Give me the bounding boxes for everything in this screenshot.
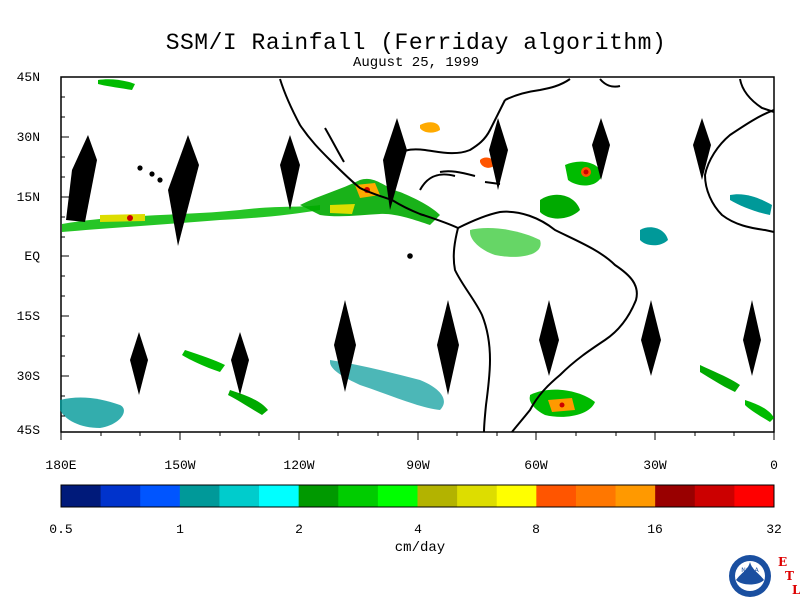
colorbar-unit-label: cm/day xyxy=(394,540,446,556)
map-frame xyxy=(60,76,775,433)
colorbar-swatch xyxy=(575,485,617,507)
colorbar-tick-label: 32 xyxy=(766,522,782,537)
lon-label: 60W xyxy=(524,458,548,473)
map-subtitle: August 25, 1999 xyxy=(352,55,480,71)
colorbar-tick-label: 8 xyxy=(532,522,540,537)
colorbar-tick-label: 16 xyxy=(647,522,663,537)
lat-label: 30N xyxy=(16,130,40,145)
lat-label: 45S xyxy=(16,423,40,438)
colorbar-swatch xyxy=(615,485,656,507)
lat-label: 45N xyxy=(16,70,40,85)
colorbar-swatch xyxy=(536,485,577,507)
noaa-logo-text: NOAA xyxy=(741,567,759,574)
etl-letter-t: T xyxy=(785,569,794,583)
lon-label: 120W xyxy=(283,458,315,473)
rainfall-patches xyxy=(60,79,774,428)
colorbar-swatch xyxy=(179,485,220,507)
lon-label: 0 xyxy=(770,458,778,473)
data-gap-swaths xyxy=(66,118,761,395)
colorbar-swatch xyxy=(655,485,696,507)
colorbar-tick-label: 4 xyxy=(414,522,422,537)
axis-ticks xyxy=(60,76,775,440)
colorbar-swatch xyxy=(457,485,498,507)
coastlines xyxy=(137,78,775,433)
colorbar xyxy=(61,485,775,507)
colorbar-tick-label: 0.5 xyxy=(49,522,73,537)
colorbar-frame xyxy=(60,484,775,508)
lat-label: 30S xyxy=(16,369,40,384)
colorbar-swatch xyxy=(734,485,775,507)
colorbar-swatch xyxy=(496,485,537,507)
lat-label: EQ xyxy=(24,249,40,264)
colorbar-swatch xyxy=(259,485,300,507)
lon-label: 90W xyxy=(406,458,430,473)
colorbar-swatch xyxy=(100,485,141,507)
colorbar-tick-label: 2 xyxy=(295,522,303,537)
colorbar-swatch xyxy=(298,485,339,507)
colorbar-swatch xyxy=(338,485,379,507)
colorbar-tick-label: 1 xyxy=(176,522,184,537)
lon-label: 150W xyxy=(164,458,196,473)
lon-label: 180E xyxy=(45,458,77,473)
lat-label: 15N xyxy=(16,190,40,205)
colorbar-swatch xyxy=(140,485,181,507)
colorbar-swatch xyxy=(377,485,418,507)
colorbar-swatch xyxy=(417,485,458,507)
lon-label: 30W xyxy=(643,458,667,473)
colorbar-swatch xyxy=(61,485,102,507)
colorbar-swatch xyxy=(219,485,260,507)
etl-letter-e: E xyxy=(778,555,787,569)
etl-letter-l: L xyxy=(792,583,800,597)
colorbar-swatch xyxy=(694,485,735,507)
lat-label: 15S xyxy=(16,309,40,324)
map-title: SSM/I Rainfall (Ferriday algorithm) xyxy=(165,30,667,56)
noaa-logo: NOAA E T L xyxy=(729,555,800,597)
